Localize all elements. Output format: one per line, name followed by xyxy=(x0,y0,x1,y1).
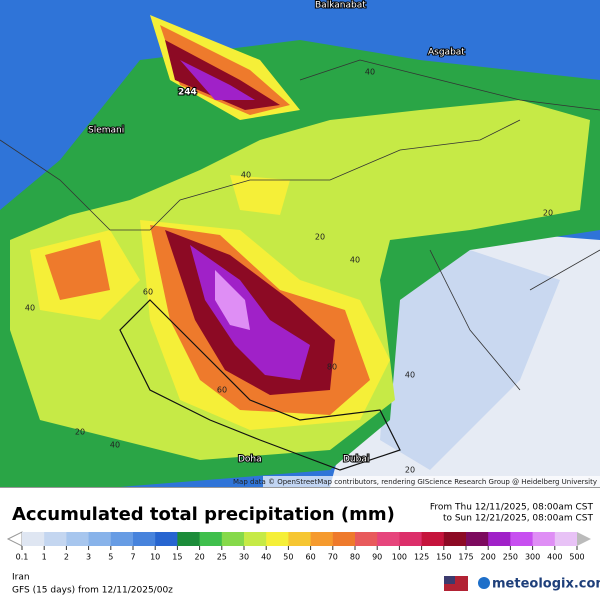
contour-label: 40 xyxy=(365,68,375,77)
colorbar-bin xyxy=(22,532,45,546)
colorbar-label: 50 xyxy=(283,553,293,562)
precipitation-map: Balkanabat Asgabat Slemani Doha Dubai 244 40 40… xyxy=(0,0,600,487)
colorbar-bin xyxy=(421,532,445,546)
colorbar-label: 90 xyxy=(372,553,382,562)
colorbar-label: 7 xyxy=(130,553,135,562)
colorbar-label: 80 xyxy=(350,553,360,562)
contour-label: 40 xyxy=(110,441,120,450)
brand-logo xyxy=(478,577,490,589)
colorbar-label: 70 xyxy=(328,553,338,562)
colorbar-bin xyxy=(221,532,245,546)
colorbar-label: 5 xyxy=(108,553,113,562)
colorbar-label: 15 xyxy=(172,553,182,562)
colorbar-label: 500 xyxy=(569,553,584,562)
colorbar-label: 3 xyxy=(86,553,91,562)
contour-label: 20 xyxy=(543,209,553,218)
colorbar-bin xyxy=(466,532,489,546)
colorbar-label: 125 xyxy=(414,553,429,562)
dry-area xyxy=(380,250,560,470)
colorbar-label: 60 xyxy=(306,553,316,562)
contour-label: 40 xyxy=(350,256,360,265)
colorbar-label: 100 xyxy=(392,553,407,562)
colorbar-bin xyxy=(133,532,156,546)
contour-label: 40 xyxy=(25,304,35,313)
colorbar-label: 250 xyxy=(503,553,518,562)
contour-label: 20 xyxy=(75,428,85,437)
contour-label: 60 xyxy=(217,386,227,395)
date-from: From Thu 12/11/2025, 08:00am CST xyxy=(430,503,594,513)
place-label: Balkanabat xyxy=(315,1,366,11)
colorbar-bin xyxy=(288,532,312,546)
contour-label: 80 xyxy=(327,363,337,372)
contour-label: 20 xyxy=(315,233,325,242)
colorbar-bin xyxy=(66,532,90,546)
colorbar-label: 0.1 xyxy=(16,553,29,562)
colorbar-cap xyxy=(6,531,23,547)
colorbar-bin xyxy=(554,532,578,546)
colorbar-cap xyxy=(577,532,591,546)
colorbar-label: 400 xyxy=(547,553,562,562)
place-label: Dubai xyxy=(343,455,369,465)
colorbar-bin xyxy=(332,532,356,546)
colorbar-bin xyxy=(155,532,178,546)
colorbar-bin xyxy=(244,532,267,546)
border xyxy=(0,59,600,391)
colorbar-label: 20 xyxy=(195,553,205,562)
colorbar-bin xyxy=(199,532,223,546)
colorbar-label: 25 xyxy=(217,553,227,562)
brand[interactable]: meteologix.com xyxy=(492,577,600,592)
rain-area xyxy=(215,270,250,330)
contour-label: 60 xyxy=(143,288,153,297)
colorbar-bin xyxy=(510,532,534,546)
colorbar-bin xyxy=(532,532,556,546)
colorbar-bin xyxy=(355,532,378,546)
colorbar-label: 150 xyxy=(436,553,451,562)
contour-label: 20 xyxy=(405,466,415,475)
date-to: to Sun 12/21/2025, 08:00am CST xyxy=(443,514,594,524)
legend-title: Accumulated total precipitation (mm) xyxy=(12,504,395,525)
colorbar-label: 10 xyxy=(150,553,160,562)
colorbar-bin xyxy=(310,532,334,546)
colorbar-bin xyxy=(488,532,511,546)
colorbar-bin xyxy=(88,532,112,546)
colorbar-bin xyxy=(266,532,289,546)
place-label: Slemani xyxy=(88,126,124,136)
colorbar-bin xyxy=(177,532,201,546)
colorbar-bin xyxy=(110,532,134,546)
contour-label: 40 xyxy=(241,171,251,180)
region-name: Iran xyxy=(12,573,30,583)
colorbar-bin xyxy=(443,532,467,546)
colorbar-label: 2 xyxy=(64,553,69,562)
colorbar-label: 40 xyxy=(261,553,271,562)
attribution-background xyxy=(263,476,600,487)
place-label: Doha xyxy=(238,455,262,465)
colorbar-label: 200 xyxy=(481,553,496,562)
contour-label: 40 xyxy=(405,371,415,380)
colorbar-bin xyxy=(44,532,67,546)
attribution: Map data © OpenStreetMap contributors, r… xyxy=(233,478,597,486)
colorbar-label: 175 xyxy=(458,553,473,562)
flag xyxy=(444,576,455,584)
colorbar-label: 30 xyxy=(239,553,249,562)
colorbar-bin xyxy=(399,532,423,546)
coastline xyxy=(119,299,401,471)
place-label: Asgabat xyxy=(428,48,465,58)
rain-area xyxy=(180,60,310,380)
model-run: GFS (15 days) from 12/11/2025/00z xyxy=(12,586,173,596)
colorbar-label: 300 xyxy=(525,553,540,562)
colorbar-bin xyxy=(377,532,400,546)
legend: Accumulated total precipitation (mm) Fro… xyxy=(0,487,600,596)
max-value-label: 244 xyxy=(178,88,197,98)
rain-area xyxy=(165,40,335,395)
colorbar-label: 1 xyxy=(42,553,47,562)
